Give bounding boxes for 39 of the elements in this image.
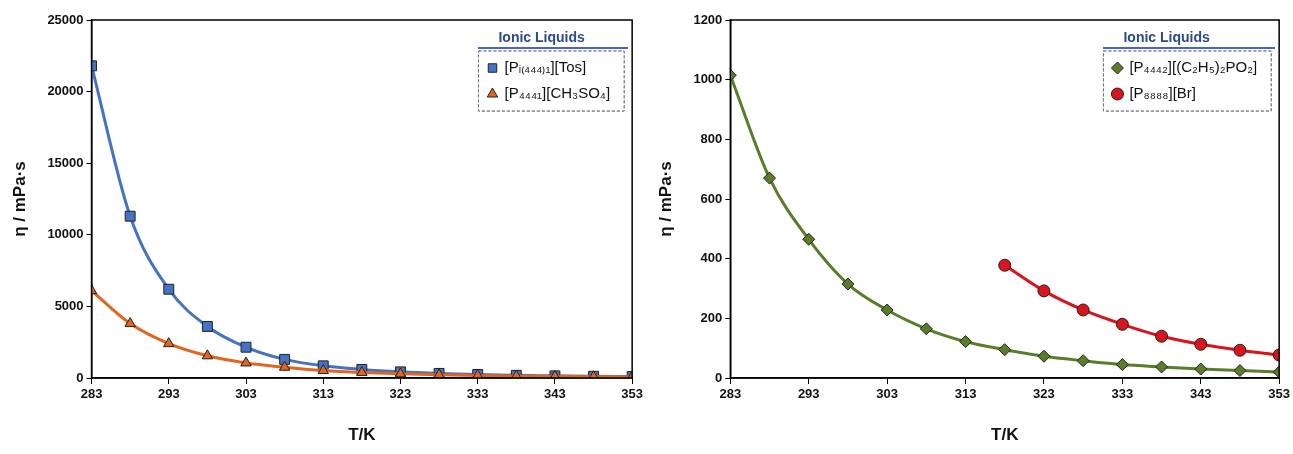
y-tick-label: 600	[700, 190, 723, 206]
legend-title: Ionic Liquids	[1123, 29, 1210, 45]
x-tick-label: 353	[621, 386, 644, 402]
x-tick-label: 303	[235, 386, 257, 402]
legend-title: Ionic Liquids	[498, 29, 586, 45]
legend-label: [P₄₄₄₁][CH₃SO₄]	[504, 84, 611, 102]
x-tick-label: 313	[954, 386, 977, 402]
x-tick-label: 343	[544, 386, 566, 402]
y-tick-label: 1000	[693, 71, 723, 87]
legend-label: [Pᵢ₍₄₄₄₎₁][Tos]	[504, 58, 587, 76]
y-tick-label: 20000	[47, 83, 84, 99]
y-tick-label: 0	[76, 369, 84, 385]
y-axis-title: η / mPa·s	[9, 161, 29, 237]
y-tick-label: 5000	[54, 297, 84, 313]
x-tick-label: 343	[1189, 386, 1212, 402]
x-axis-title: T/K	[991, 425, 1020, 445]
y-tick-label: 0	[715, 369, 723, 385]
legend-label: [P₄₄₄₂][(C₂H₅)₂PO₂]	[1129, 58, 1258, 76]
x-tick-label: 323	[1033, 386, 1055, 402]
x-tick-label: 293	[157, 386, 180, 402]
x-tick-label: 353	[1268, 386, 1291, 402]
x-tick-label: 333	[466, 386, 489, 402]
x-tick-label: 293	[797, 386, 820, 402]
x-tick-label: 283	[80, 386, 103, 402]
x-tick-label: 283	[719, 386, 742, 402]
x-tick-label: 303	[876, 386, 898, 402]
y-axis-title: η / mPa·s	[655, 161, 675, 237]
y-tick-label: 800	[700, 130, 723, 146]
y-tick-label: 10000	[47, 226, 84, 242]
legend-label: [P₈₈₈₈][Br]	[1129, 84, 1197, 102]
y-tick-label: 1200	[693, 11, 723, 27]
y-tick-label: 15000	[47, 154, 84, 170]
x-tick-label: 333	[1111, 386, 1134, 402]
y-tick-label: 200	[700, 309, 723, 325]
y-tick-label: 400	[700, 250, 723, 266]
x-axis-title: T/K	[348, 425, 377, 445]
x-tick-label: 313	[312, 386, 335, 402]
x-tick-label: 323	[389, 386, 412, 402]
y-tick-label: 25000	[47, 11, 84, 27]
